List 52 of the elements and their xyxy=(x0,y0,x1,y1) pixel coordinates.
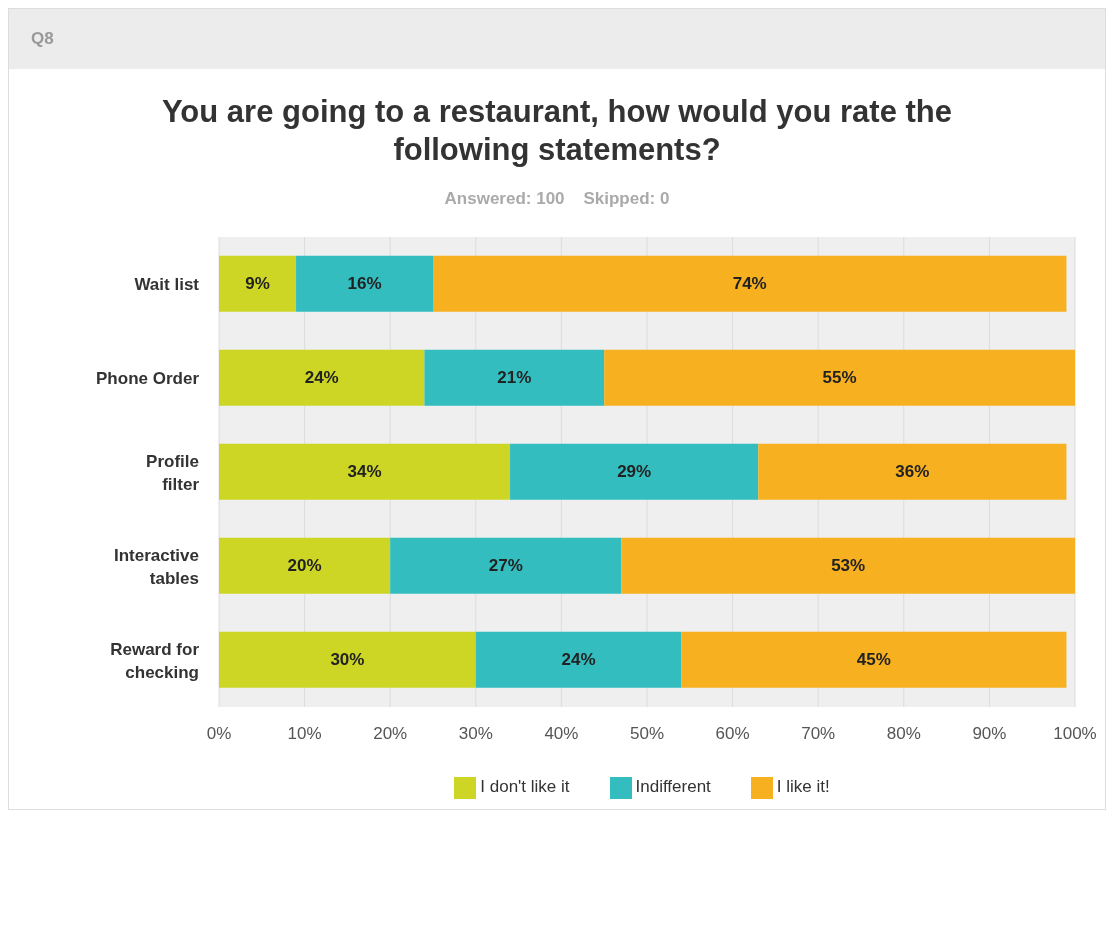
bar xyxy=(621,537,1075,594)
x-tick-label: 100% xyxy=(1053,724,1097,744)
bar xyxy=(219,349,425,406)
y-tick-label: Interactive tables xyxy=(113,545,199,587)
bar xyxy=(219,255,297,312)
x-tick-label: 80% xyxy=(886,724,921,744)
y-tick-label: Wait list xyxy=(134,274,200,294)
data-label: 20% xyxy=(287,556,322,576)
data-label: 27% xyxy=(488,556,523,576)
bar xyxy=(219,537,391,594)
data-label: 21% xyxy=(497,368,532,388)
legend-label: I like it! xyxy=(776,777,830,797)
data-label: 53% xyxy=(831,556,866,576)
data-label: 24% xyxy=(561,650,596,670)
data-label: 16% xyxy=(347,274,382,294)
data-label: 74% xyxy=(732,274,767,294)
x-tick-label: 30% xyxy=(458,724,493,744)
bar xyxy=(219,443,511,500)
bar xyxy=(433,255,1067,312)
data-label: 30% xyxy=(330,650,365,670)
x-tick-label: 70% xyxy=(801,724,836,744)
y-tick-label: Profile filter xyxy=(146,451,200,493)
chart-title: You are going to a restaurant, how would you rate the following statements? xyxy=(161,93,953,169)
bar xyxy=(681,631,1067,688)
data-label: 29% xyxy=(617,462,652,482)
x-tick-label: 10% xyxy=(287,724,322,744)
bar xyxy=(604,349,1075,406)
bar xyxy=(510,443,759,500)
data-label: 34% xyxy=(347,462,382,482)
bar xyxy=(390,537,622,594)
bar xyxy=(219,631,476,688)
y-tick-label: Phone Order xyxy=(96,368,200,388)
legend-label: Indifferent xyxy=(635,777,711,797)
data-label: 55% xyxy=(822,368,857,388)
chart-subtitle: Answered: 100 Skipped: 0 xyxy=(443,189,671,209)
x-tick-label: 50% xyxy=(629,724,665,744)
data-label: 36% xyxy=(895,462,930,482)
x-tick-label: 60% xyxy=(715,724,750,744)
data-label: 45% xyxy=(856,650,891,670)
legend-label: I don't like it xyxy=(480,777,570,797)
x-tick-label: 40% xyxy=(544,724,579,744)
bar xyxy=(424,349,605,406)
x-tick-label: 90% xyxy=(972,724,1007,744)
x-tick-label: 20% xyxy=(373,724,408,744)
data-label: 9% xyxy=(245,274,270,294)
bar xyxy=(758,443,1067,500)
bar xyxy=(296,255,433,312)
y-tick-label: Reward for checking xyxy=(110,639,200,681)
data-label: 24% xyxy=(304,368,339,388)
bar xyxy=(475,631,682,688)
text: Q8 xyxy=(31,29,54,48)
x-tick-label: 0% xyxy=(206,724,232,744)
